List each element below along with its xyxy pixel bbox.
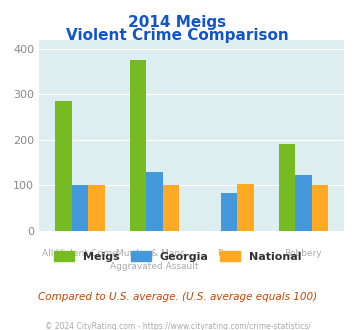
Text: © 2024 CityRating.com - https://www.cityrating.com/crime-statistics/: © 2024 CityRating.com - https://www.city…: [45, 322, 310, 330]
Bar: [72, 184, 88, 231]
Bar: [295, 176, 312, 231]
Bar: [163, 184, 179, 231]
Bar: [130, 60, 146, 231]
Text: Compared to U.S. average. (U.S. average equals 100): Compared to U.S. average. (U.S. average …: [38, 292, 317, 302]
Bar: [146, 172, 163, 231]
Text: Violent Crime Comparison: Violent Crime Comparison: [66, 28, 289, 43]
Text: Rape: Rape: [218, 249, 240, 258]
Bar: [237, 183, 253, 231]
Text: 2014 Meigs: 2014 Meigs: [129, 15, 226, 30]
Bar: [312, 184, 328, 231]
Bar: [55, 101, 72, 231]
Bar: [221, 193, 237, 231]
Text: Robbery: Robbery: [285, 249, 322, 258]
Legend: Meigs, Georgia, National: Meigs, Georgia, National: [50, 247, 305, 267]
Text: Aggravated Assault: Aggravated Assault: [110, 262, 199, 271]
Bar: [279, 145, 295, 231]
Text: Murder & Mans...: Murder & Mans...: [116, 249, 193, 258]
Text: All Violent Crime: All Violent Crime: [42, 249, 118, 258]
Bar: [88, 184, 105, 231]
